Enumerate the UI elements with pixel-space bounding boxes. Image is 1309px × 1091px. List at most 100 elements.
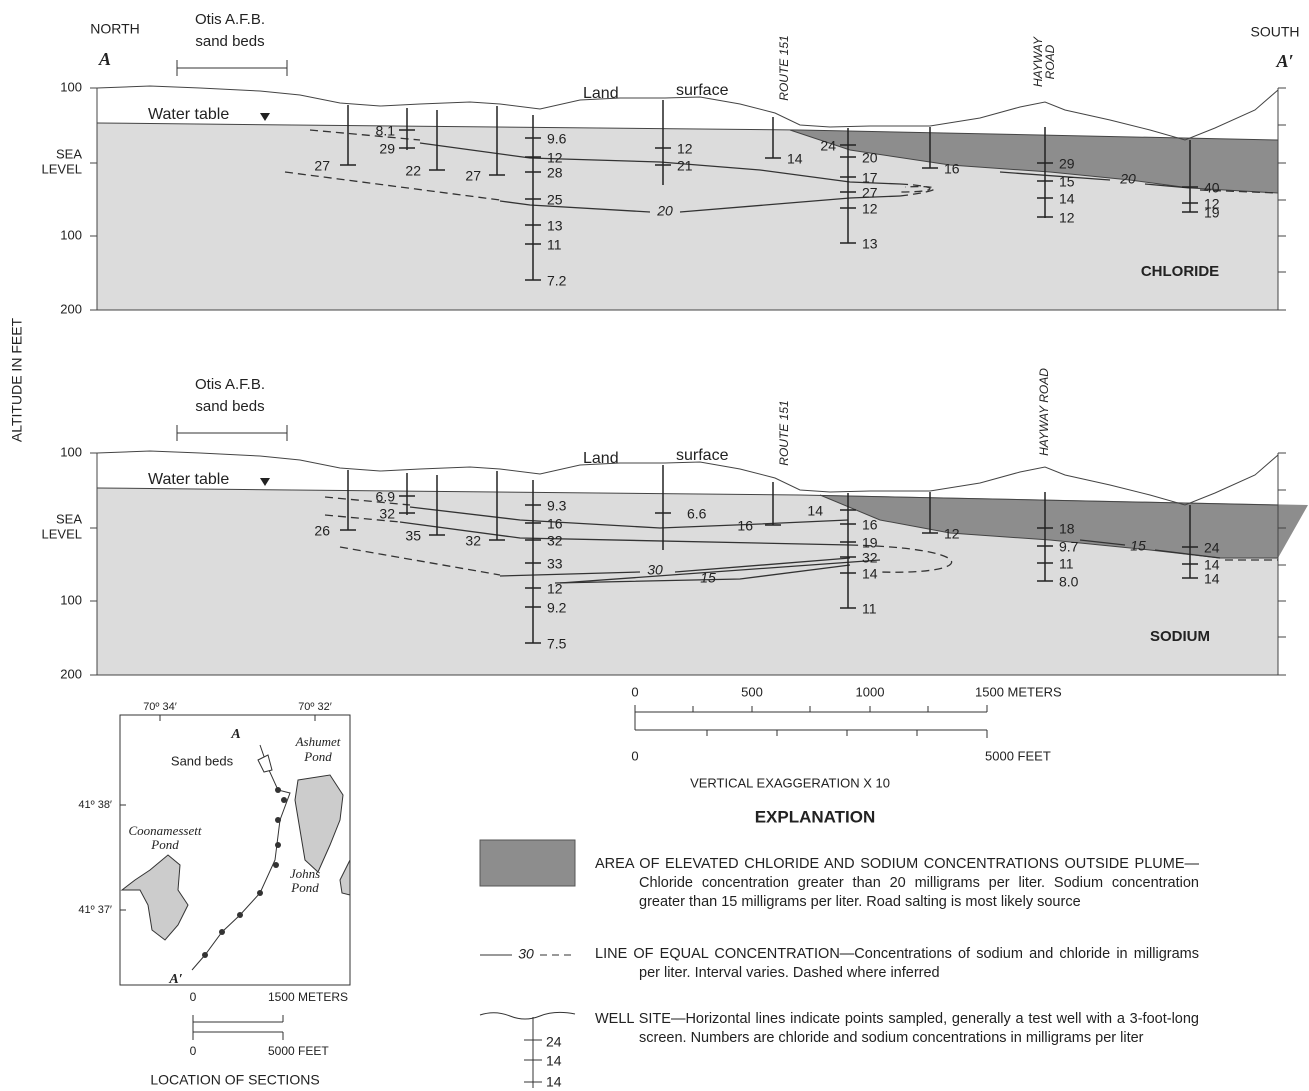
- well-value: 11: [1059, 556, 1074, 572]
- hayway-label: ROAD: [1043, 44, 1057, 79]
- well-value: 27: [862, 185, 878, 201]
- scale-label: 0: [631, 684, 638, 699]
- well-value: 12: [862, 201, 878, 217]
- contour-label: 15: [700, 570, 716, 586]
- well-value: 17: [862, 170, 878, 186]
- sand-beds-label: Otis A.F.B.: [195, 376, 265, 393]
- contour-sample-label: 30: [518, 946, 534, 962]
- y-label: 200: [60, 666, 82, 681]
- well-value: 14: [1059, 191, 1075, 207]
- well-value: 7.5: [547, 636, 567, 652]
- well-sample-value: 14: [546, 1053, 562, 1069]
- well-value: 16: [944, 161, 960, 177]
- surface-label: surface: [676, 82, 729, 99]
- well-value: 12: [547, 581, 563, 597]
- y-label: SEA: [56, 511, 82, 526]
- section-name: CHLORIDE: [1141, 263, 1219, 280]
- well-value: 8.1: [376, 123, 396, 139]
- map-label: Pond: [303, 749, 332, 764]
- explanation-entry: AREA OF ELEVATED CHLORIDE AND SODIUM CON…: [595, 855, 1199, 912]
- well-value: 15: [1059, 174, 1075, 190]
- well-value: 12: [677, 141, 693, 157]
- well-value: 12: [547, 150, 563, 166]
- well-value: 16: [547, 516, 563, 532]
- map-label: Sand beds: [171, 753, 234, 768]
- north-label: NORTH: [90, 21, 140, 37]
- well-value: 28: [547, 165, 563, 181]
- well-value: 27: [314, 158, 330, 174]
- well-value: 9.3: [547, 498, 567, 514]
- well-value: 32: [465, 533, 481, 549]
- map-latitude: 41º 38′: [78, 799, 112, 811]
- well-value: 21: [677, 158, 693, 174]
- scale-label: 1000: [856, 684, 885, 699]
- route-label: ROUTE 151: [777, 35, 791, 100]
- land-label: Land: [583, 450, 619, 467]
- map-longitude: 70º 32′: [298, 701, 332, 713]
- route-label: ROUTE 151: [777, 400, 791, 465]
- surface-label: surface: [676, 447, 729, 464]
- land-label: Land: [583, 85, 619, 102]
- well-value: 29: [379, 141, 395, 157]
- well-value: 6.9: [376, 489, 396, 505]
- well-value: 6.6: [687, 506, 707, 522]
- scale-label: 5000 FEET: [985, 748, 1051, 763]
- y-label: 100: [60, 79, 82, 94]
- contour-label: 20: [1119, 171, 1136, 187]
- well-value: 16: [862, 517, 878, 533]
- y-label: 100: [60, 227, 82, 242]
- map-label: Pond: [150, 837, 179, 852]
- well-sample-value: 14: [546, 1074, 562, 1090]
- map-scale: [193, 1015, 283, 1040]
- well-value: 24: [1204, 540, 1220, 556]
- well-value: 14: [807, 503, 823, 519]
- map-label: Coonamessett: [129, 823, 202, 838]
- y-label: LEVEL: [42, 526, 82, 541]
- well-value: 11: [862, 601, 877, 617]
- map-scale-label: 5000 FEET: [268, 1044, 329, 1058]
- sand-beds-bracket: [177, 425, 287, 441]
- water-table-symbol: [260, 478, 270, 486]
- sand-beds-label: sand beds: [195, 398, 264, 415]
- sand-beds-bracket: [177, 60, 287, 76]
- hayway-label: HAYWAY ROAD: [1037, 368, 1051, 456]
- page: ALTITUDE IN FEET NORTH A SOUTH A′ 0 500 …: [0, 0, 1309, 1091]
- well-value: 18: [1059, 521, 1075, 537]
- well-value: 20: [862, 150, 878, 166]
- water-table-label: Water table: [148, 471, 229, 488]
- well-value: 14: [1204, 571, 1220, 587]
- scale-label: 1500 METERS: [975, 684, 1062, 699]
- well-value: 24: [820, 138, 836, 154]
- well-value: 26: [314, 523, 330, 539]
- well-value: 8.0: [1059, 574, 1079, 590]
- well-value: 12: [1059, 210, 1075, 226]
- well-sample-surface: [480, 1012, 575, 1019]
- map-scale-label: 0: [190, 1044, 197, 1058]
- well-value: 16: [737, 518, 753, 534]
- map-a-prime: A′: [168, 972, 182, 987]
- figure: ALTITUDE IN FEET NORTH A SOUTH A′ 0 500 …: [0, 0, 1309, 1091]
- exaggeration: VERTICAL EXAGGERATION X 10: [690, 775, 890, 790]
- well-value: 7.2: [547, 273, 567, 289]
- contour-label: 15: [1130, 538, 1146, 554]
- well-value: 19: [1204, 205, 1220, 221]
- section-a: A: [98, 49, 111, 69]
- y-label: 200: [60, 301, 82, 316]
- y-label: SEA: [56, 146, 82, 161]
- map-label: Johns: [290, 866, 320, 881]
- map-longitude: 70º 34′: [143, 701, 177, 713]
- sand-beds-label: Otis A.F.B.: [195, 11, 265, 28]
- section-a-prime: A′: [1275, 51, 1293, 71]
- plume-swatch: [480, 840, 575, 886]
- well-value: 32: [547, 533, 563, 549]
- contour-label: 30: [647, 562, 663, 578]
- map-label: Ashumet: [295, 734, 341, 749]
- well-sample-value: 24: [546, 1034, 562, 1050]
- explanation-entry: LINE OF EQUAL CONCENTRATION—Concentratio…: [595, 945, 1199, 983]
- well-value: 9.2: [547, 600, 567, 616]
- well-value: 9.7: [1059, 539, 1079, 555]
- well-value: 29: [1059, 156, 1075, 172]
- well-value: 27: [465, 168, 481, 184]
- contour-label: 20: [656, 203, 673, 219]
- well-sample: [524, 1017, 542, 1088]
